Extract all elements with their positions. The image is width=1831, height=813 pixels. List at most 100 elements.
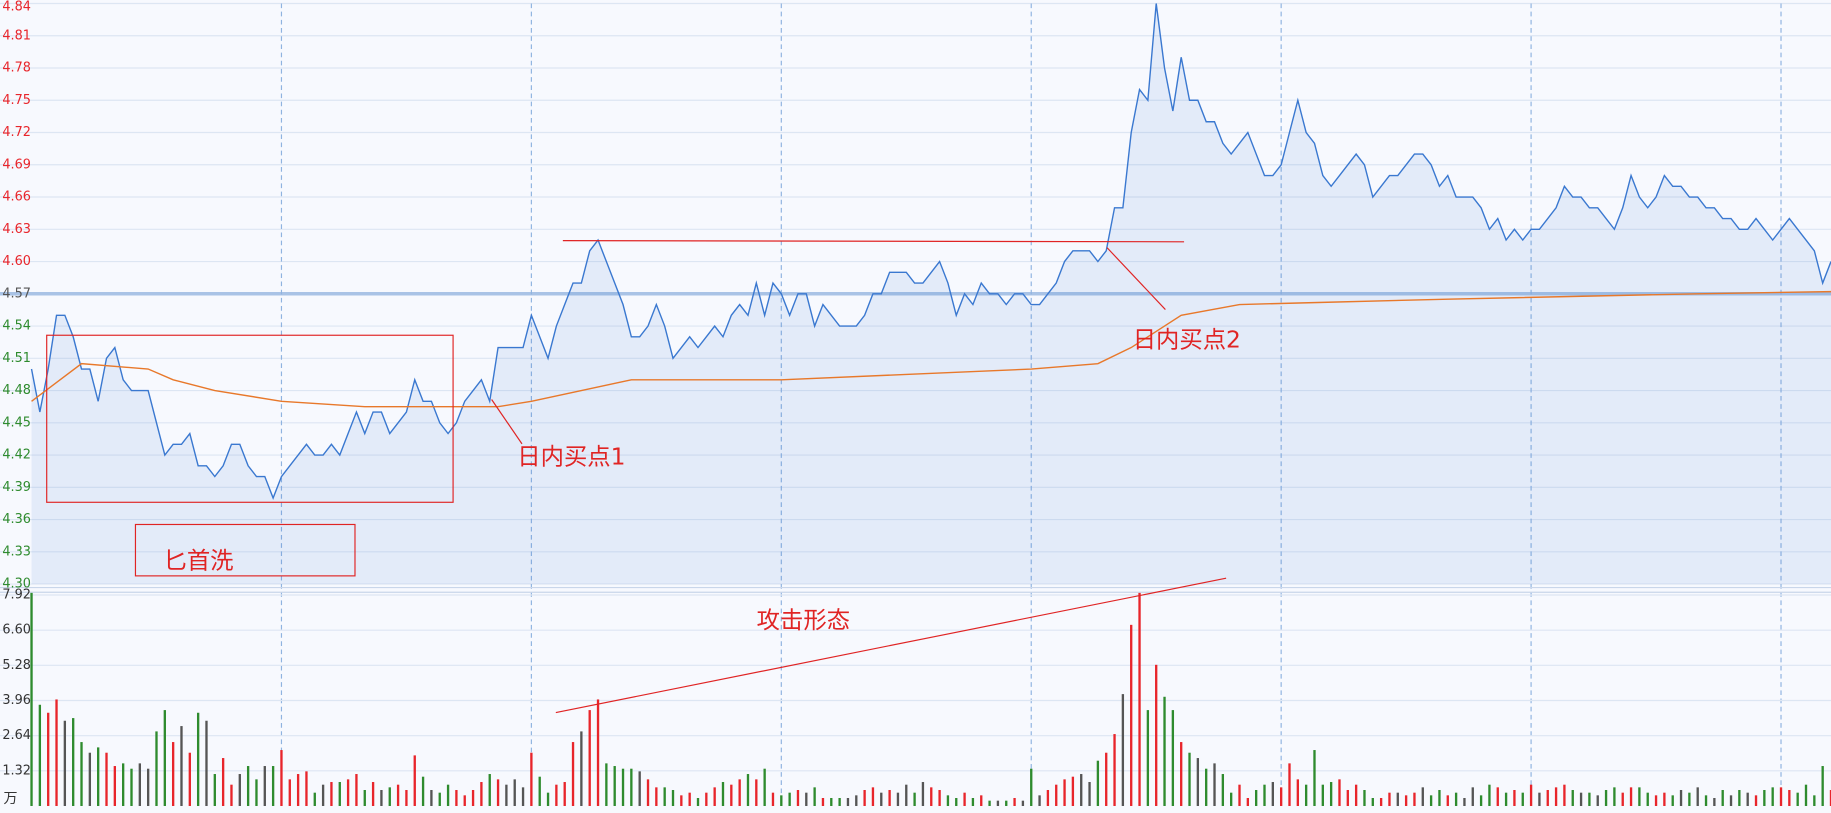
volume-bar: [871, 787, 875, 806]
volume-bar: [1471, 787, 1474, 806]
volume-bar: [130, 768, 133, 806]
volume-bar: [1413, 792, 1416, 806]
volume-bar: [1121, 694, 1125, 806]
volume-bar: [1679, 790, 1683, 806]
volume-bar: [1629, 787, 1633, 806]
volume-bar: [1138, 592, 1141, 806]
volume-bar: [1721, 790, 1724, 806]
resistance-line: [562, 240, 1185, 243]
volume-bar: [1713, 797, 1716, 806]
volume-bar: [355, 774, 358, 806]
volume-bar: [1504, 792, 1508, 806]
volume-bar: [1213, 763, 1216, 806]
volume-bar: [1155, 664, 1158, 806]
y-tick-label: 4.66: [2, 190, 31, 205]
volume-bar: [438, 792, 441, 806]
volume-bar: [405, 790, 408, 806]
volume-bar: [1604, 790, 1608, 806]
volume-bar: [763, 768, 766, 806]
volume-bar: [263, 766, 266, 806]
volume-bar: [1663, 792, 1666, 806]
y-tick-label: 4.72: [2, 125, 31, 140]
volume-bar: [446, 784, 450, 806]
volume-bar: [1221, 774, 1225, 806]
volume-bar: [146, 768, 150, 806]
volume-bar: [1346, 790, 1349, 806]
volume-bar: [1196, 758, 1200, 806]
volume-bar: [663, 787, 666, 806]
volume-bar: [955, 797, 958, 806]
volume-bar: [1488, 784, 1491, 806]
volume-bar: [821, 797, 825, 806]
volume-bar: [1013, 797, 1016, 806]
y-tick-label: 4.36: [2, 512, 31, 527]
volume-bar: [1479, 795, 1483, 806]
volume-bar: [1454, 792, 1458, 806]
y-tick-label: 6.60: [2, 623, 31, 638]
volume-bar: [1205, 768, 1208, 806]
volume-bar: [921, 782, 925, 806]
volume-bar: [1271, 782, 1274, 806]
volume-bar: [738, 779, 741, 806]
volume-bar: [1171, 710, 1175, 806]
y-tick-label: 4.42: [2, 448, 31, 463]
volume-bar: [830, 797, 833, 806]
volume-bar: [1255, 790, 1258, 806]
annotation: 日内买点1: [517, 442, 625, 470]
volume-bar: [1130, 624, 1133, 806]
volume-bar: [488, 774, 491, 806]
volume-bar: [1688, 792, 1691, 806]
volume-bar: [1388, 792, 1391, 806]
volume-bar: [1329, 782, 1333, 806]
volume-bar: [63, 720, 67, 806]
y-tick-label: 4.84: [2, 0, 31, 15]
volume-bar: [1396, 792, 1399, 806]
volume-bar: [813, 787, 816, 806]
average-line: [31, 290, 1831, 408]
volume-bar: [1055, 784, 1058, 806]
volume-bar: [563, 782, 566, 806]
volume-bar: [630, 768, 633, 806]
volume-bar: [1513, 790, 1516, 806]
volume-bar: [1338, 779, 1341, 806]
volume-bar: [721, 782, 725, 806]
volume-bar: [930, 787, 933, 806]
volume-bar: [671, 790, 675, 806]
volume-bar: [971, 797, 975, 806]
volume-bar: [538, 776, 541, 806]
volume-bar: [1163, 696, 1166, 806]
volume-bar: [938, 790, 941, 806]
y-tick-label: 1.32: [2, 763, 31, 778]
volume-bar: [1113, 734, 1116, 806]
volume-bar: [55, 699, 58, 806]
volume-bar: [1071, 776, 1075, 806]
unit-label: 万: [4, 791, 18, 807]
y-tick-label: 4.57: [2, 286, 31, 301]
y-tick-label: 4.69: [2, 157, 31, 172]
volume-bar: [1238, 784, 1241, 806]
volume-bar: [1321, 784, 1324, 806]
volume-bar: [72, 718, 75, 806]
y-tick-label: 4.63: [2, 222, 31, 237]
volume-bar: [221, 758, 225, 806]
volume-bar: [321, 784, 325, 806]
volume-bar: [980, 795, 983, 806]
volume-bar: [1288, 763, 1291, 806]
volume-bar: [1438, 790, 1441, 806]
volume-bar: [1804, 784, 1808, 806]
volume-bar: [1563, 784, 1566, 806]
volume-bar: [605, 763, 608, 806]
y-tick-label: 4.39: [2, 480, 31, 495]
volume-bar: [97, 747, 100, 806]
volume-bar: [80, 742, 83, 806]
volume-bar: [613, 766, 616, 806]
volume-bar: [571, 742, 575, 806]
volume-bar: [38, 704, 42, 806]
volume-bar: [705, 792, 708, 806]
volume-bar: [288, 779, 291, 806]
trend-line: [555, 577, 1227, 714]
annotation: 攻击形态: [757, 606, 850, 634]
volume-bar: [1729, 795, 1733, 806]
volume-bar: [296, 774, 300, 806]
